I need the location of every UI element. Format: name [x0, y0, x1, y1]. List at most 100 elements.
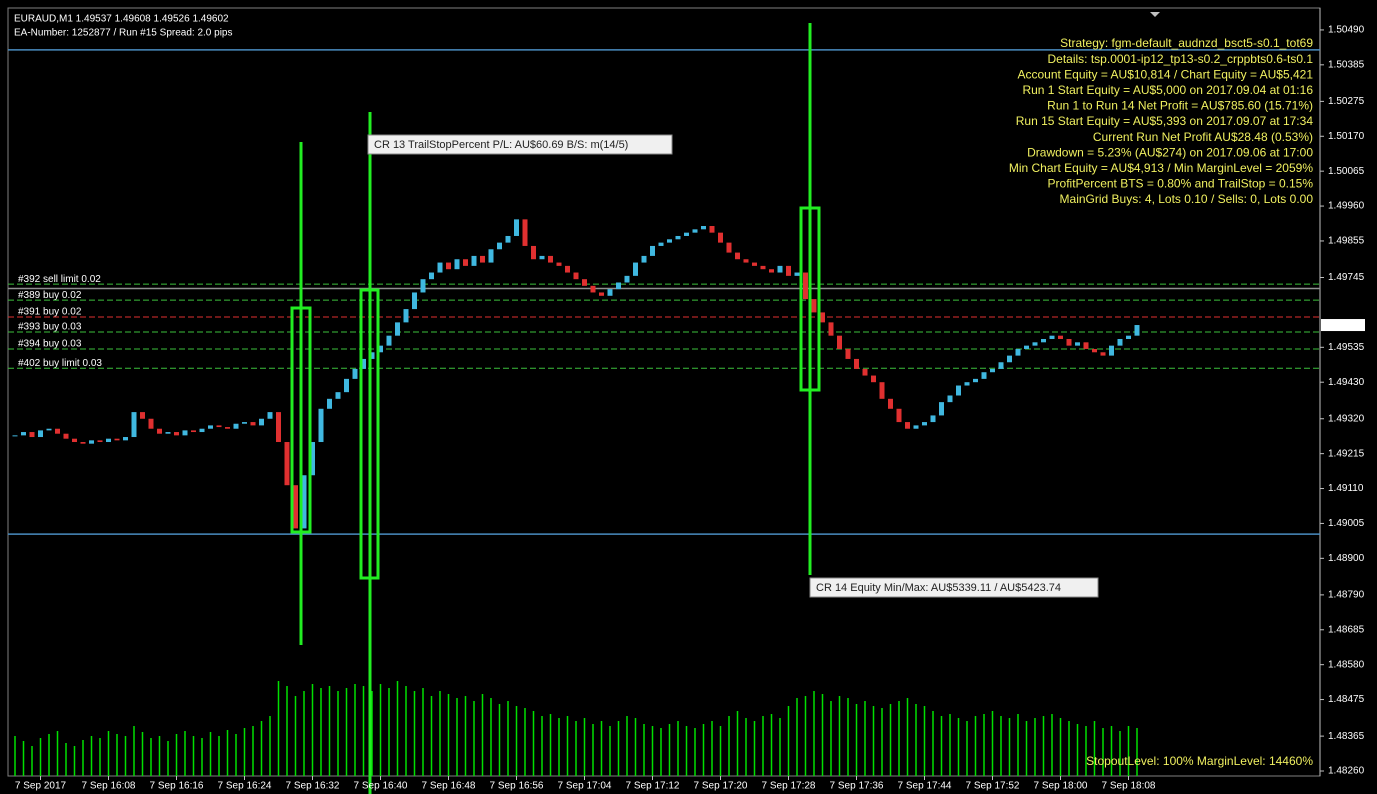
candle — [1134, 325, 1140, 336]
candle — [913, 425, 919, 429]
y-tick-label: 1.50065 — [1328, 166, 1365, 177]
candle — [63, 433, 69, 439]
candle — [930, 415, 936, 423]
candle — [607, 289, 613, 296]
candle — [743, 259, 749, 263]
y-tick-label: 1.49110 — [1328, 483, 1364, 494]
x-tick-label: 7 Sep 18:08 — [1102, 781, 1156, 792]
candle — [1126, 335, 1131, 339]
candle — [1007, 355, 1012, 363]
candle — [1066, 338, 1072, 346]
candle — [862, 368, 868, 376]
candle — [514, 219, 519, 236]
candle — [1109, 345, 1114, 356]
header-line: EA-Number: 1252877 / Run #15 Spread: 2.0… — [14, 28, 232, 39]
candle — [216, 425, 222, 428]
candle — [1058, 335, 1063, 339]
candle — [667, 239, 672, 243]
candle — [437, 262, 443, 273]
candle — [998, 362, 1004, 369]
candle — [395, 322, 400, 336]
candle — [208, 425, 213, 429]
candle — [55, 428, 60, 434]
y-tick-label: 1.49745 — [1328, 272, 1365, 283]
candle — [726, 242, 732, 253]
candle — [318, 408, 324, 443]
candle — [310, 442, 315, 476]
candle — [182, 430, 188, 436]
candle — [675, 235, 681, 240]
y-tick-label: 1.49535 — [1328, 342, 1365, 353]
candle — [760, 265, 766, 270]
candle — [947, 395, 953, 403]
candle — [352, 368, 358, 379]
candle — [871, 375, 876, 383]
candle — [786, 265, 791, 276]
candle — [344, 378, 349, 393]
y-tick-label: 1.50170 — [1328, 131, 1365, 142]
candle — [845, 348, 851, 359]
info-line: Account Equity = AU$10,814 / Chart Equit… — [1017, 67, 1313, 81]
bid-box — [1321, 319, 1365, 332]
candle — [114, 438, 120, 441]
candle — [191, 430, 196, 433]
y-tick-label: 1.48580 — [1328, 659, 1365, 670]
x-tick-label: 7 Sep 17:12 — [626, 781, 680, 792]
tooltip-box — [367, 134, 673, 155]
candle — [1100, 352, 1106, 356]
candle — [301, 475, 307, 529]
candle — [386, 335, 392, 346]
candle — [565, 265, 570, 273]
x-tick-label: 7 Sep 17:28 — [762, 781, 816, 792]
info-line: Run 1 Start Equity = AU$5,000 on 2017.09… — [1022, 83, 1313, 97]
candle — [956, 385, 961, 396]
candle — [12, 435, 18, 437]
candle — [1092, 348, 1097, 353]
order-label: #394 buy 0.03 — [18, 339, 82, 350]
candle — [820, 312, 825, 323]
candle — [123, 437, 128, 441]
y-tick-label: 1.50275 — [1328, 96, 1365, 107]
candle — [973, 378, 978, 383]
candle — [633, 262, 638, 276]
candle — [361, 358, 366, 369]
y-tick-label: 1.50385 — [1328, 59, 1365, 70]
candle — [446, 262, 451, 270]
x-tick-label: 7 Sep 18:00 — [1034, 781, 1088, 792]
candle — [242, 422, 247, 424]
candle — [794, 272, 800, 276]
info-line: Strategy: fgm-default_audnzd_bsct5-s0.1_… — [1060, 36, 1313, 50]
candle — [590, 285, 596, 293]
info-line: Min Chart Equity = AU$4,913 / Min Margin… — [1009, 161, 1313, 175]
candle — [701, 226, 706, 230]
candle — [1075, 342, 1080, 346]
candle — [148, 418, 154, 429]
candle — [327, 398, 332, 409]
y-tick-label: 1.49855 — [1328, 236, 1365, 247]
candle — [276, 412, 281, 443]
candle — [106, 438, 111, 443]
candle — [471, 255, 477, 266]
candle — [403, 309, 409, 323]
candle — [556, 262, 562, 266]
candle — [539, 255, 545, 260]
candle — [131, 412, 137, 438]
candle — [1015, 348, 1021, 356]
x-tick-label: 7 Sep 17:36 — [830, 781, 884, 792]
candle — [140, 412, 145, 419]
candle — [709, 226, 715, 233]
candle — [267, 412, 273, 419]
info-line: Current Run Net Profit AU$28.48 (0.53%) — [1093, 130, 1313, 144]
candle — [624, 275, 630, 283]
y-tick-label: 1.49215 — [1328, 448, 1365, 459]
x-tick-label: 7 Sep 16:24 — [218, 781, 272, 792]
candle — [174, 432, 179, 436]
candle — [641, 255, 647, 263]
x-tick-label: 7 Sep 16:16 — [150, 781, 204, 792]
x-tick-label: 7 Sep 17:44 — [898, 781, 952, 792]
cr-markers — [290, 23, 821, 794]
candle — [29, 432, 35, 438]
y-tick-label: 1.48475 — [1328, 694, 1365, 705]
y-tick-label: 1.48790 — [1328, 590, 1365, 601]
